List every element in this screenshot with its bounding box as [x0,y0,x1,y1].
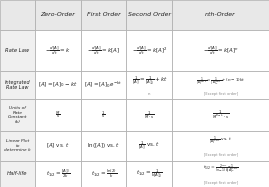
Bar [126,161,172,187]
Text: $t_{1/2} = \frac{[A]_0}{2k}$: $t_{1/2} = \frac{[A]_0}{2k}$ [45,168,70,180]
Text: $\frac{1}{[A]} = \frac{1}{[A]_0} + kt$: $\frac{1}{[A]} = \frac{1}{[A]_0} + kt$ [132,75,167,88]
Bar [126,131,172,161]
Text: $t_{1/2} = \frac{\ln(2)}{k}$: $t_{1/2} = \frac{\ln(2)}{k}$ [91,168,116,180]
Text: $\frac{1}{M^{n-1} \cdot s}$: $\frac{1}{M^{n-1} \cdot s}$ [212,109,229,121]
Bar [0,0,35,30]
Bar [0,99,35,131]
Bar [172,161,269,187]
Text: [Except first order]: [Except first order] [204,92,238,96]
Bar [81,0,126,30]
Bar [81,30,126,71]
Text: Linear Plot
to
determine k: Linear Plot to determine k [4,139,31,152]
Text: $t_{1/2} = \frac{2^{n-1}-1}{(n-1)k[A]_0^{n-1}}$: $t_{1/2} = \frac{2^{n-1}-1}{(n-1)k[A]_0^… [203,163,238,175]
Bar [126,0,172,30]
Bar [126,99,172,131]
Bar [172,30,269,71]
Text: [Except first order]: [Except first order] [204,181,238,185]
Text: [Except first order]: [Except first order] [204,153,238,157]
Bar [172,0,269,30]
Text: $\ln([A])$ vs. $t$: $\ln([A])$ vs. $t$ [87,141,120,150]
Text: First Order: First Order [87,13,121,17]
Text: $-\frac{d[A]}{dt} = k[A]^2$: $-\frac{d[A]}{dt} = k[A]^2$ [132,44,167,57]
Bar [35,30,81,71]
Bar [35,131,81,161]
Bar [172,71,269,99]
Text: $-\frac{d[A]}{dt} = k[A]$: $-\frac{d[A]}{dt} = k[A]$ [87,44,120,57]
Bar [0,161,35,187]
Text: $-\frac{d[A]}{dt} = k$: $-\frac{d[A]}{dt} = k$ [45,44,70,57]
Bar [172,131,269,161]
Text: $[A] = [A]_0 e^{-kt}$: $[A] = [A]_0 e^{-kt}$ [84,80,123,90]
Text: $\frac{1}{M \cdot s}$: $\frac{1}{M \cdot s}$ [144,109,154,121]
Text: Zero-Order: Zero-Order [40,13,75,17]
Bar [126,30,172,71]
Bar [35,0,81,30]
Bar [0,71,35,99]
Text: $\frac{1}{[A]^{n-1}} = \frac{1}{[A]_0^{n-1}} + (n-1)kt$: $\frac{1}{[A]^{n-1}} = \frac{1}{[A]_0^{n… [196,75,245,88]
Text: Integrated
Rate Law: Integrated Rate Law [5,80,30,91]
Text: nth-Order: nth-Order [205,13,236,17]
Bar [81,131,126,161]
Bar [126,71,172,99]
Bar [35,71,81,99]
Text: $[A]$ vs. $t$: $[A]$ vs. $t$ [46,142,70,150]
Bar [81,71,126,99]
Bar [81,99,126,131]
Bar [0,30,35,71]
Text: n: n [148,92,151,96]
Bar [0,131,35,161]
Bar [81,161,126,187]
Text: $\frac{1}{[A]}$ vs. $t$: $\frac{1}{[A]}$ vs. $t$ [138,140,160,152]
Text: Half-life: Half-life [7,171,28,176]
Text: Rate Law: Rate Law [5,48,30,53]
Bar [35,161,81,187]
Bar [172,99,269,131]
Bar [35,99,81,131]
Text: $\frac{1}{s}$: $\frac{1}{s}$ [101,109,106,121]
Text: $-\frac{d[A]}{dt} = k[A]^n$: $-\frac{d[A]}{dt} = k[A]^n$ [203,44,238,57]
Text: $t_{1/2} = \frac{1}{k[A]_0}$: $t_{1/2} = \frac{1}{k[A]_0}$ [136,168,163,180]
Text: $\frac{1}{[A]^{n-1}}$ vs. $t$: $\frac{1}{[A]^{n-1}}$ vs. $t$ [209,135,232,147]
Text: $\frac{M}{s}$: $\frac{M}{s}$ [55,109,61,121]
Text: Second Order: Second Order [128,13,171,17]
Text: $[A] = [A]_0 - kt$: $[A] = [A]_0 - kt$ [38,81,78,90]
Text: Units of
Rate
Constant
(k): Units of Rate Constant (k) [8,106,27,124]
